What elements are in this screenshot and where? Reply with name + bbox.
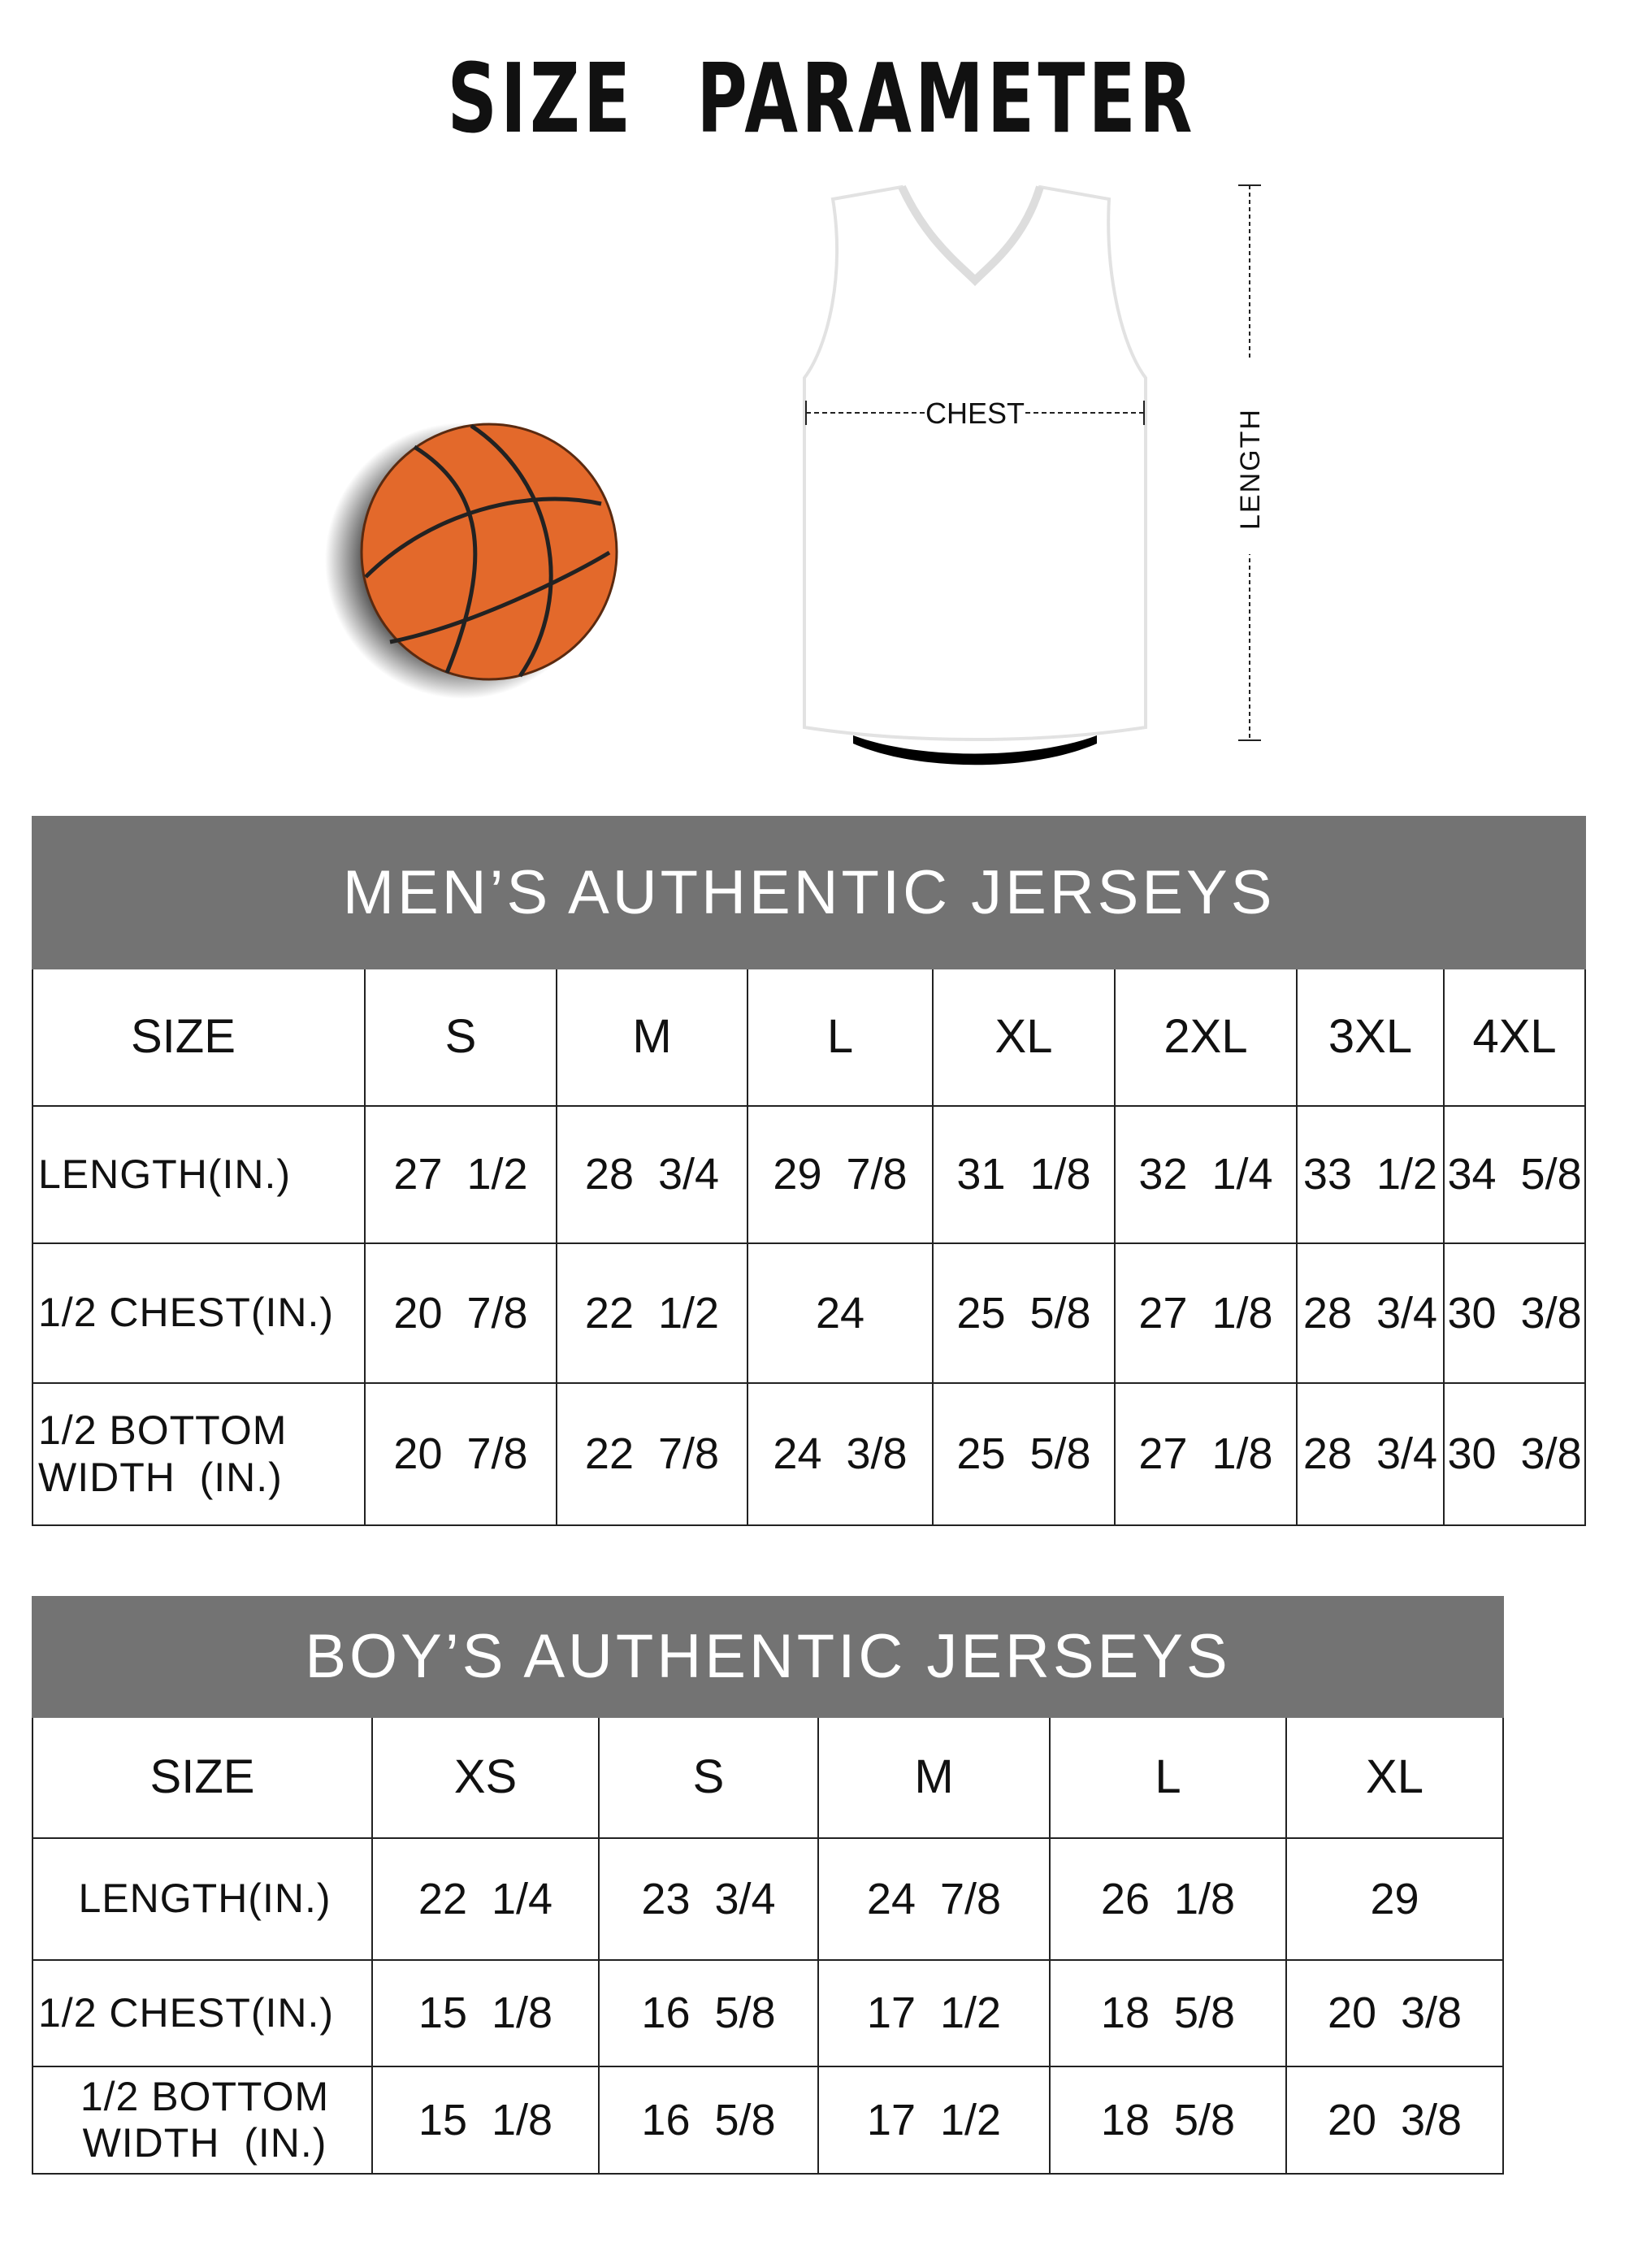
value-cell: 22 7/8 <box>556 1382 748 1526</box>
value-cell: 27 1/8 <box>1114 1242 1298 1384</box>
value-cell: 24 7/8 <box>817 1837 1051 1961</box>
value-cell: 16 5/8 <box>598 2066 819 2175</box>
boys-table-title: BOY’S AUTHENTIC JERSEYS <box>31 1596 1505 1718</box>
value-cell: 28 3/4 <box>1296 1382 1445 1526</box>
row-label: 1/2 CHEST(IN.) <box>32 1959 373 2067</box>
value-cell: 29 <box>1285 1837 1505 1961</box>
value-cell: 22 1/4 <box>371 1837 600 1961</box>
boys-size-table: BOY’S AUTHENTIC JERSEYS SIZE XS S M L XL… <box>31 1596 1505 2175</box>
value-cell: 29 7/8 <box>747 1105 934 1244</box>
value-cell: 17 1/2 <box>817 2066 1051 2175</box>
size-cell: XS <box>371 1716 600 1839</box>
size-header: SIZE <box>32 968 366 1107</box>
table-row: 1/2 BOTTOM WIDTH (IN.) 20 7/8 22 7/8 24 … <box>32 1382 1587 1526</box>
value-cell: 15 1/8 <box>371 2066 600 2175</box>
value-cell: 25 5/8 <box>932 1382 1116 1526</box>
table-row: SIZE S M L XL 2XL 3XL 4XL <box>32 968 1587 1107</box>
value-cell: 18 5/8 <box>1049 2066 1287 2175</box>
size-cell: M <box>817 1716 1051 1839</box>
value-cell: 20 3/8 <box>1285 1959 1505 2067</box>
table-row: 1/2 CHEST(IN.) 15 1/8 16 5/8 17 1/2 18 5… <box>32 1959 1505 2067</box>
size-cell: L <box>1049 1716 1287 1839</box>
size-cell: XL <box>1285 1716 1505 1839</box>
size-cell: M <box>556 968 748 1107</box>
size-cell: S <box>598 1716 819 1839</box>
value-cell: 24 3/8 <box>747 1382 934 1526</box>
value-cell: 23 3/4 <box>598 1837 819 1961</box>
value-cell: 27 1/8 <box>1114 1382 1298 1526</box>
value-cell: 31 1/8 <box>932 1105 1116 1244</box>
length-indicator: LENGTH <box>1227 180 1276 745</box>
value-cell: 22 1/2 <box>556 1242 748 1384</box>
table-row: LENGTH(IN.) 22 1/4 23 3/4 24 7/8 26 1/8 … <box>32 1837 1505 1961</box>
value-cell: 28 3/4 <box>556 1105 748 1244</box>
value-cell: 18 5/8 <box>1049 1959 1287 2067</box>
value-cell: 25 5/8 <box>932 1242 1116 1384</box>
size-cell: 4XL <box>1442 968 1587 1107</box>
table-row: SIZE XS S M L XL <box>32 1716 1505 1839</box>
row-label: LENGTH(IN.) <box>32 1837 373 1961</box>
length-label: LENGTH <box>1235 408 1266 530</box>
value-cell: 16 5/8 <box>598 1959 819 2067</box>
mens-size-table: MEN’S AUTHENTIC JERSEYS SIZE S M L XL 2X… <box>31 816 1587 1526</box>
row-label: 1/2 BOTTOM WIDTH (IN.) <box>32 2066 373 2175</box>
chest-label: CHEST <box>925 397 1025 430</box>
table-row: 1/2 BOTTOM WIDTH (IN.) 15 1/8 16 5/8 17 … <box>32 2066 1505 2175</box>
value-cell: 27 1/2 <box>364 1105 557 1244</box>
value-cell: 30 3/8 <box>1442 1242 1587 1384</box>
size-cell: XL <box>932 968 1116 1107</box>
jersey-diagram: CHEST <box>796 175 1154 768</box>
value-cell: 30 3/8 <box>1442 1382 1587 1526</box>
value-cell: 34 5/8 <box>1442 1105 1587 1244</box>
mens-table-title: MEN’S AUTHENTIC JERSEYS <box>31 816 1587 969</box>
size-cell: 3XL <box>1296 968 1445 1107</box>
value-cell: 33 1/2 <box>1296 1105 1445 1244</box>
value-cell: 24 <box>747 1242 934 1384</box>
value-cell: 20 7/8 <box>364 1382 557 1526</box>
row-label: LENGTH(IN.) <box>32 1105 366 1244</box>
value-cell: 20 3/8 <box>1285 2066 1505 2175</box>
table-row: LENGTH(IN.) 27 1/2 28 3/4 29 7/8 31 1/8 … <box>32 1105 1587 1244</box>
basketball-icon <box>309 414 634 707</box>
size-header: SIZE <box>32 1716 373 1839</box>
row-label: 1/2 BOTTOM WIDTH (IN.) <box>32 1382 366 1526</box>
value-cell: 26 1/8 <box>1049 1837 1287 1961</box>
size-cell: 2XL <box>1114 968 1298 1107</box>
row-label: 1/2 CHEST(IN.) <box>32 1242 366 1384</box>
value-cell: 32 1/4 <box>1114 1105 1298 1244</box>
value-cell: 28 3/4 <box>1296 1242 1445 1384</box>
size-cell: S <box>364 968 557 1107</box>
size-cell: L <box>747 968 934 1107</box>
value-cell: 15 1/8 <box>371 1959 600 2067</box>
value-cell: 17 1/2 <box>817 1959 1051 2067</box>
page-title: SIZE PARAMETER <box>447 42 1196 154</box>
table-row: 1/2 CHEST(IN.) 20 7/8 22 1/2 24 25 5/8 2… <box>32 1242 1587 1384</box>
value-cell: 20 7/8 <box>364 1242 557 1384</box>
